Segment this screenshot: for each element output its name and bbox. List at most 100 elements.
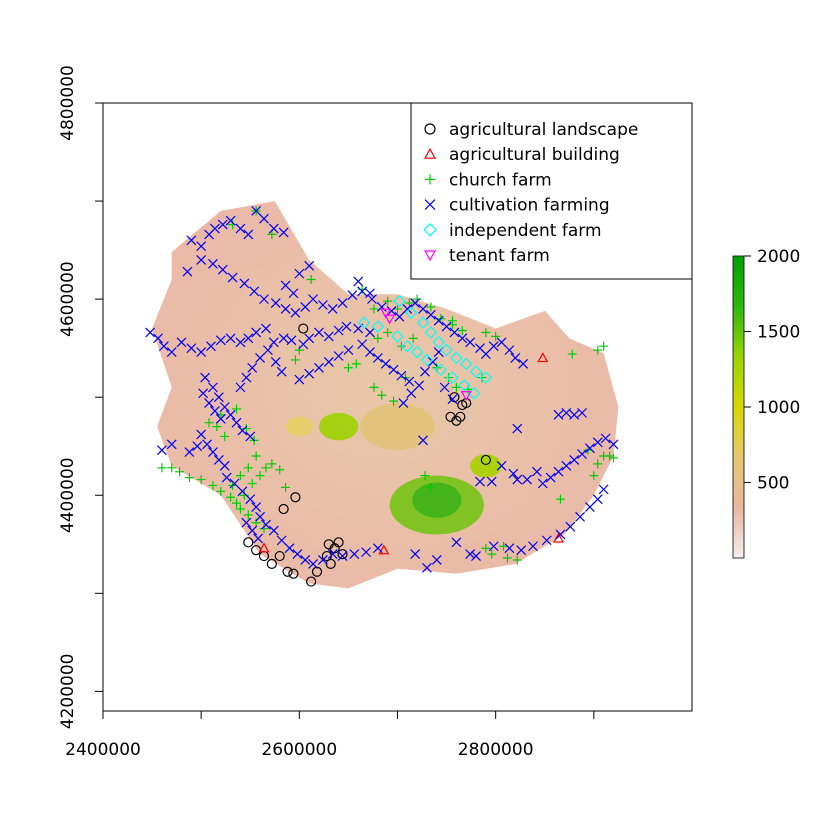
- data-point: [537, 478, 548, 489]
- data-point: [416, 316, 430, 329]
- data-point: [353, 276, 364, 287]
- data-point: [217, 219, 228, 230]
- data-point: [425, 309, 436, 320]
- data-point: [504, 543, 515, 554]
- data-point: [458, 379, 471, 392]
- data-point: [593, 345, 603, 355]
- data-point: [284, 543, 295, 554]
- data-point: [258, 542, 270, 553]
- data-points: [145, 205, 619, 587]
- data-point: [481, 543, 491, 553]
- data-point: [481, 327, 491, 337]
- data-point: [528, 541, 538, 552]
- data-point: [488, 341, 499, 352]
- data-point: [441, 321, 452, 332]
- data-point: [166, 439, 177, 450]
- data-point: [404, 306, 418, 320]
- data-point: [232, 498, 242, 508]
- data-point: [457, 333, 468, 344]
- data-point: [396, 370, 407, 381]
- data-point: [243, 229, 254, 240]
- data-point: [499, 541, 509, 551]
- data-point: [212, 422, 222, 432]
- data-point: [389, 396, 399, 406]
- data-point: [398, 398, 409, 409]
- data-point: [512, 474, 523, 485]
- data-point: [241, 372, 252, 383]
- data-point: [444, 373, 454, 383]
- data-point: [298, 323, 309, 334]
- data-point: [235, 504, 245, 514]
- data-point: [457, 326, 467, 336]
- data-point: [198, 388, 209, 399]
- data-point: [243, 537, 254, 548]
- data-point: [255, 353, 265, 363]
- data-point: [512, 423, 523, 434]
- data-point: [406, 388, 417, 399]
- data-point: [209, 405, 220, 416]
- data-point: [451, 382, 461, 392]
- data-point: [225, 215, 236, 226]
- data-point: [280, 280, 291, 291]
- data-point: [378, 544, 390, 555]
- data-point: [365, 288, 375, 299]
- data-point: [491, 331, 501, 341]
- data-point: [365, 327, 375, 338]
- data-point: [327, 304, 338, 314]
- data-point: [281, 482, 291, 492]
- data-point: [465, 549, 476, 560]
- data-point: [372, 353, 383, 363]
- data-point: [569, 409, 580, 420]
- data-point: [553, 409, 564, 420]
- data-point: [446, 371, 459, 384]
- data-point: [420, 353, 434, 367]
- legend-box: [410, 102, 693, 280]
- data-point: [508, 468, 519, 479]
- data-point: [245, 431, 256, 442]
- data-point: [323, 539, 334, 550]
- data-point: [200, 372, 211, 383]
- y-tick-label: 4800000: [58, 65, 78, 141]
- highland-glacier-core: [412, 482, 462, 518]
- data-point: [317, 555, 328, 565]
- data-point: [584, 443, 595, 454]
- data-point: [294, 345, 304, 355]
- data-point: [502, 553, 512, 563]
- data-point: [220, 431, 230, 441]
- series-cultivation-farming: [145, 205, 619, 573]
- colorbar-tick-label: 1500: [757, 323, 800, 343]
- data-point: [337, 298, 348, 308]
- data-point: [593, 459, 603, 469]
- data-point: [343, 345, 354, 356]
- data-point: [239, 490, 249, 500]
- data-point: [479, 371, 493, 384]
- data-point: [512, 555, 522, 565]
- data-point: [451, 537, 462, 548]
- data-point: [427, 356, 438, 367]
- data-point: [270, 356, 281, 367]
- data-point: [440, 343, 453, 357]
- data-point: [290, 492, 301, 503]
- data-point: [278, 227, 289, 238]
- legend-label: independent farm: [449, 221, 602, 241]
- data-point: [426, 482, 436, 492]
- data-point: [333, 325, 344, 336]
- data-point: [306, 576, 317, 587]
- data-point: [196, 475, 206, 485]
- data-point: [496, 337, 507, 348]
- legend-symbol: [423, 147, 437, 159]
- data-point: [215, 335, 226, 346]
- data-point: [167, 463, 177, 473]
- data-point: [308, 558, 319, 569]
- data-point: [208, 382, 218, 393]
- data-point: [247, 478, 257, 488]
- data-point: [589, 471, 599, 481]
- data-point: [553, 466, 564, 477]
- data-point: [209, 223, 220, 234]
- data-point: [145, 327, 156, 338]
- data-point: [229, 478, 240, 489]
- data-point: [153, 333, 163, 344]
- data-point: [372, 543, 383, 554]
- data-point: [432, 336, 445, 349]
- data-point: [323, 356, 334, 367]
